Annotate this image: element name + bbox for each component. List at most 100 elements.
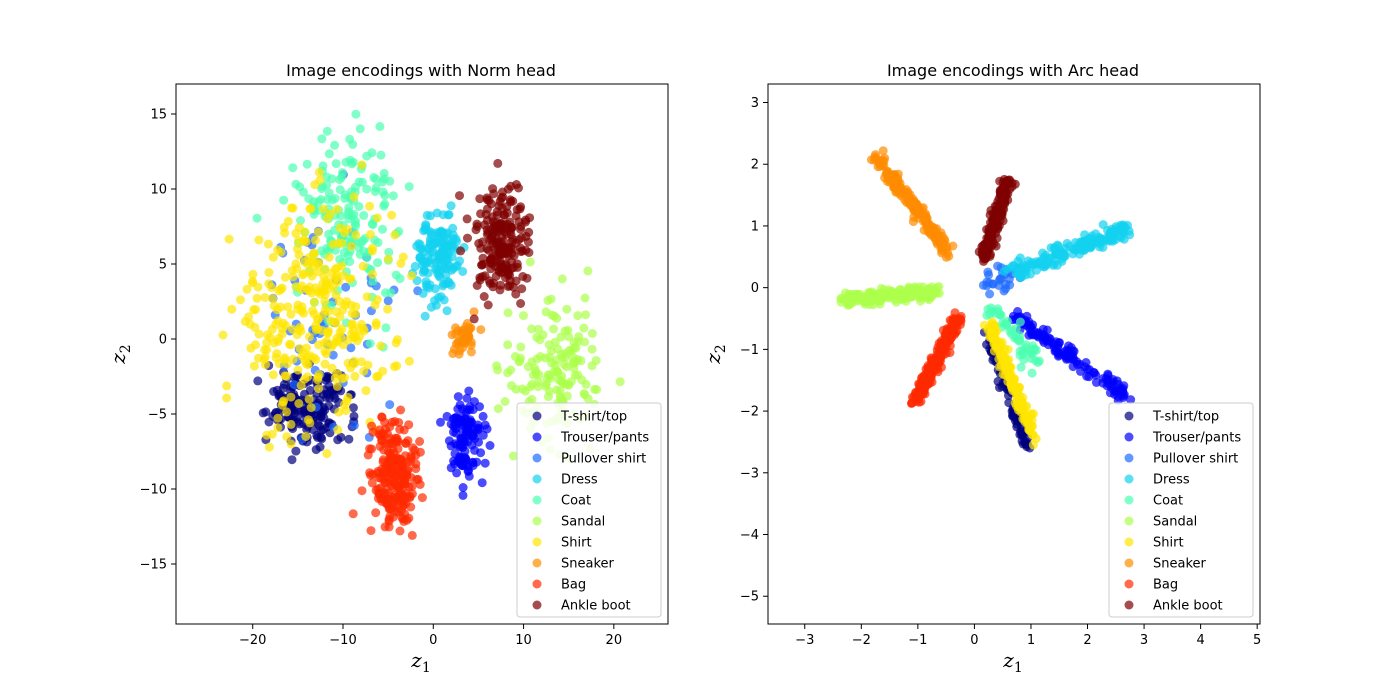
legend-item: Trouser/pants bbox=[532, 431, 649, 446]
data-point bbox=[384, 247, 394, 257]
data-point bbox=[324, 149, 334, 159]
scatter-points bbox=[836, 146, 1136, 453]
data-point bbox=[349, 411, 359, 421]
data-point bbox=[444, 436, 454, 446]
x-tick-label: 3 bbox=[1140, 633, 1148, 648]
data-point bbox=[492, 210, 502, 220]
legend-marker bbox=[1124, 474, 1134, 484]
data-point bbox=[541, 381, 551, 391]
data-point bbox=[306, 204, 316, 213]
data-point bbox=[268, 370, 278, 380]
data-point bbox=[1034, 356, 1044, 366]
data-point bbox=[322, 126, 332, 136]
legend-item: T-shirt/top bbox=[1124, 410, 1219, 425]
data-point bbox=[1119, 234, 1129, 244]
plot-title: Image encodings with Norm head bbox=[286, 61, 556, 80]
data-point bbox=[338, 340, 348, 350]
data-point bbox=[385, 438, 395, 448]
data-point bbox=[472, 281, 482, 290]
data-point bbox=[305, 418, 315, 428]
data-point bbox=[273, 413, 283, 423]
data-point bbox=[936, 228, 946, 238]
data-point bbox=[491, 271, 501, 281]
data-point bbox=[466, 347, 476, 357]
data-point bbox=[401, 438, 411, 448]
data-point bbox=[442, 306, 452, 316]
data-point bbox=[1013, 387, 1023, 397]
data-point bbox=[354, 202, 364, 211]
data-point bbox=[333, 425, 343, 435]
data-point bbox=[482, 195, 492, 205]
data-point bbox=[251, 340, 260, 350]
axes-frame bbox=[767, 83, 1261, 625]
data-point bbox=[264, 279, 274, 289]
data-point bbox=[522, 273, 532, 283]
legend-marker bbox=[1124, 495, 1134, 505]
data-point bbox=[430, 284, 440, 294]
data-point bbox=[615, 377, 625, 387]
data-point bbox=[404, 356, 414, 366]
data-point bbox=[999, 197, 1009, 207]
data-point bbox=[573, 311, 583, 321]
data-point bbox=[523, 362, 533, 372]
data-point bbox=[299, 347, 309, 357]
data-point bbox=[570, 370, 580, 380]
data-point bbox=[452, 261, 462, 271]
data-point bbox=[489, 221, 499, 231]
data-point bbox=[1002, 316, 1012, 326]
data-point bbox=[999, 266, 1009, 276]
data-point bbox=[420, 311, 430, 321]
data-point bbox=[407, 530, 417, 540]
data-point bbox=[462, 318, 472, 328]
data-point bbox=[955, 320, 965, 330]
y-tick-label: 2 bbox=[751, 158, 759, 173]
data-point bbox=[1019, 355, 1029, 365]
data-point bbox=[291, 446, 301, 456]
data-point bbox=[516, 299, 526, 308]
data-point bbox=[310, 235, 320, 245]
data-point bbox=[292, 244, 302, 254]
data-point bbox=[464, 386, 474, 396]
data-point bbox=[319, 413, 329, 423]
data-point bbox=[519, 311, 528, 321]
data-point bbox=[330, 194, 340, 203]
data-point bbox=[259, 354, 269, 364]
data-point bbox=[289, 380, 299, 390]
scatter-points bbox=[218, 109, 625, 540]
data-point bbox=[473, 423, 483, 433]
data-point bbox=[475, 194, 485, 204]
data-point bbox=[927, 356, 937, 365]
data-point bbox=[381, 323, 391, 333]
data-point bbox=[455, 346, 465, 356]
data-point bbox=[541, 307, 551, 317]
data-point bbox=[283, 302, 293, 312]
legend-item: Dress bbox=[1124, 473, 1190, 488]
data-point bbox=[335, 327, 345, 337]
data-point bbox=[562, 391, 572, 401]
data-point bbox=[587, 361, 597, 371]
legend-label: Dress bbox=[1153, 473, 1190, 488]
data-point bbox=[262, 345, 272, 355]
data-point bbox=[1004, 355, 1014, 365]
data-point bbox=[320, 359, 330, 369]
data-point bbox=[415, 244, 425, 254]
data-point bbox=[948, 241, 958, 251]
legend-marker bbox=[1124, 558, 1134, 568]
data-point bbox=[549, 311, 559, 321]
data-point bbox=[995, 185, 1005, 195]
data-point bbox=[324, 229, 334, 239]
data-point bbox=[583, 266, 593, 276]
legend-marker bbox=[532, 537, 542, 547]
x-tick-label: 1 bbox=[1027, 633, 1035, 648]
data-point bbox=[368, 220, 378, 230]
data-point bbox=[485, 441, 495, 450]
data-point bbox=[368, 427, 378, 437]
data-point bbox=[410, 261, 420, 271]
y-axis-label: z2 bbox=[701, 344, 729, 364]
data-point bbox=[1069, 346, 1079, 356]
x-tick-label: 5 bbox=[1253, 633, 1261, 648]
x-tick-label: 20 bbox=[606, 633, 623, 648]
data-point bbox=[472, 222, 482, 231]
data-point bbox=[1025, 269, 1035, 279]
data-point bbox=[1098, 220, 1108, 230]
